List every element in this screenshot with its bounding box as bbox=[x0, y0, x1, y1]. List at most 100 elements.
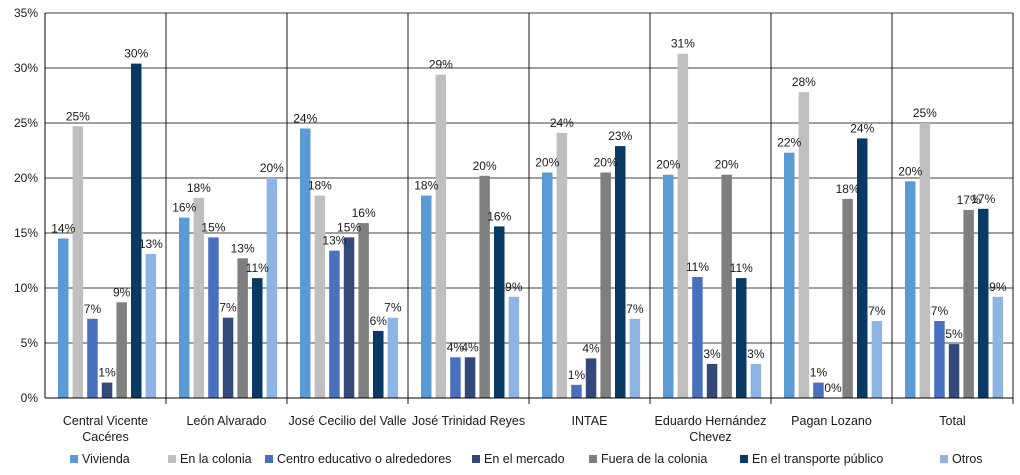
bar bbox=[116, 302, 127, 398]
x-tick-label: Chevez bbox=[689, 430, 731, 444]
bar bbox=[87, 318, 98, 398]
data-label: 3% bbox=[747, 347, 765, 361]
data-label: 20% bbox=[715, 158, 739, 172]
bar bbox=[58, 238, 69, 398]
legend-swatch bbox=[168, 455, 176, 463]
data-label: 11% bbox=[730, 261, 753, 275]
data-label: 11% bbox=[686, 260, 709, 274]
bar bbox=[101, 382, 113, 398]
bars bbox=[58, 53, 1004, 399]
data-label: 15% bbox=[337, 220, 361, 234]
legend-entry: Fuera de la colonia bbox=[601, 452, 707, 466]
legend-entry: Vivienda bbox=[82, 452, 130, 466]
data-label: 17% bbox=[971, 192, 995, 206]
legend: Vivienda En la colonia Centro educativo o … bbox=[70, 452, 983, 466]
bar bbox=[435, 74, 447, 398]
data-label: 7% bbox=[868, 304, 886, 318]
bar bbox=[237, 258, 248, 398]
data-label: 28% bbox=[792, 75, 816, 89]
bar bbox=[556, 132, 568, 398]
data-label: 7% bbox=[384, 301, 402, 315]
bar bbox=[992, 296, 1004, 398]
category-separators bbox=[165, 13, 1014, 404]
data-label: 29% bbox=[429, 58, 453, 72]
data-label: 6% bbox=[370, 314, 388, 328]
bar bbox=[842, 198, 853, 398]
bar bbox=[857, 138, 868, 398]
bar bbox=[208, 237, 219, 398]
bar bbox=[343, 237, 355, 398]
data-label: 15% bbox=[201, 220, 225, 234]
x-tick-label: Cacéres bbox=[82, 430, 129, 444]
legend-swatch bbox=[589, 455, 597, 463]
data-label: 24% bbox=[850, 121, 874, 135]
y-tick-label: 5% bbox=[21, 336, 39, 350]
data-label: 11% bbox=[246, 261, 269, 275]
bar bbox=[721, 174, 732, 398]
data-label: 4% bbox=[461, 340, 479, 354]
bar bbox=[934, 321, 945, 398]
bar bbox=[464, 357, 476, 398]
data-labels: 14% 25% 7% 1% 9% 30% 13% 16% 18% 15% 7% 13% 11% 20% 24… bbox=[51, 37, 1007, 395]
bar bbox=[963, 209, 974, 398]
bar bbox=[421, 195, 432, 398]
data-label: 24% bbox=[550, 116, 574, 130]
data-label: 20% bbox=[260, 161, 284, 175]
bar bbox=[387, 317, 399, 398]
legend-entry: Centro educativo o alrededores bbox=[277, 452, 451, 466]
data-label: 9% bbox=[505, 280, 523, 294]
bar bbox=[145, 253, 157, 398]
bar bbox=[450, 357, 461, 398]
bar bbox=[784, 152, 795, 398]
x-tick-label: José Trinidad Reyes bbox=[412, 414, 525, 428]
x-tick-label: León Alvarado bbox=[187, 414, 267, 428]
bar bbox=[871, 321, 883, 398]
bar bbox=[373, 330, 384, 398]
legend-entry: En la colonia bbox=[180, 452, 252, 466]
y-tick-label: 10% bbox=[14, 281, 38, 295]
legend-swatch bbox=[740, 455, 748, 463]
data-label: 20% bbox=[535, 156, 559, 170]
bar bbox=[266, 178, 278, 398]
data-label: 13% bbox=[322, 234, 346, 248]
data-label: 18% bbox=[308, 179, 332, 193]
data-label: 7% bbox=[931, 304, 949, 318]
data-label: 4% bbox=[582, 341, 600, 355]
y-tick-label: 35% bbox=[14, 6, 38, 20]
bar bbox=[813, 382, 824, 398]
bar bbox=[677, 53, 689, 398]
data-label: 18% bbox=[187, 181, 211, 195]
data-label: 1% bbox=[98, 366, 116, 380]
y-tick-label: 30% bbox=[14, 61, 38, 75]
data-label: 4% bbox=[447, 340, 465, 354]
x-tick-label: INTAE bbox=[572, 414, 608, 428]
data-label: 0% bbox=[824, 381, 842, 395]
data-label: 20% bbox=[898, 164, 922, 178]
data-label: 14% bbox=[51, 222, 75, 236]
bar bbox=[905, 181, 916, 398]
bar bbox=[615, 146, 626, 398]
data-label: 18% bbox=[836, 182, 860, 196]
data-label: 9% bbox=[113, 285, 131, 299]
y-tick-label: 25% bbox=[14, 116, 38, 130]
bar bbox=[663, 174, 674, 398]
data-label: 16% bbox=[487, 209, 511, 223]
bar bbox=[542, 172, 553, 398]
bar bbox=[692, 277, 703, 398]
data-label: 25% bbox=[913, 106, 937, 120]
x-tick-label: Total bbox=[939, 414, 965, 428]
data-label: 7% bbox=[84, 302, 102, 316]
bar bbox=[706, 363, 718, 398]
data-label: 20% bbox=[594, 156, 618, 170]
y-tick-label: 15% bbox=[14, 226, 38, 240]
bar bbox=[750, 363, 762, 398]
bar bbox=[72, 126, 84, 399]
bar bbox=[252, 278, 263, 398]
legend-swatch bbox=[940, 455, 948, 463]
bar bbox=[571, 384, 582, 398]
data-label: 13% bbox=[139, 237, 163, 251]
bar bbox=[358, 223, 369, 398]
data-label: 20% bbox=[473, 159, 497, 173]
bar bbox=[978, 208, 989, 398]
